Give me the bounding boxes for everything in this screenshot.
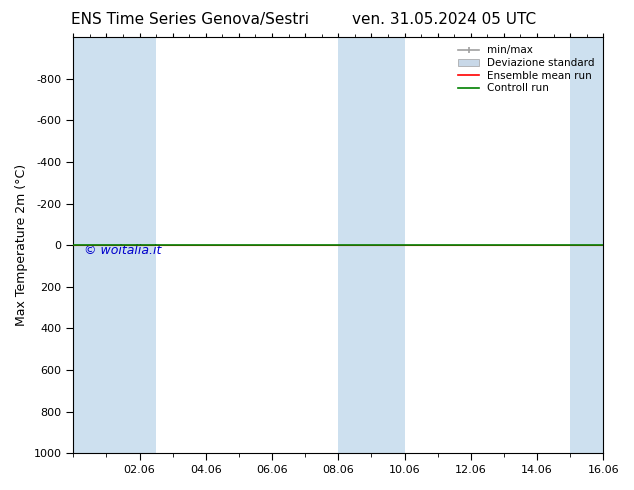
Y-axis label: Max Temperature 2m (°C): Max Temperature 2m (°C) xyxy=(15,164,28,326)
Text: ENS Time Series Genova/Sestri: ENS Time Series Genova/Sestri xyxy=(71,12,309,27)
Bar xyxy=(74,37,156,453)
Text: © woitalia.it: © woitalia.it xyxy=(84,245,161,257)
Bar xyxy=(339,37,404,453)
Legend: min/max, Deviazione standard, Ensemble mean run, Controll run: min/max, Deviazione standard, Ensemble m… xyxy=(455,42,598,97)
Bar xyxy=(570,37,603,453)
Text: ven. 31.05.2024 05 UTC: ven. 31.05.2024 05 UTC xyxy=(352,12,536,27)
